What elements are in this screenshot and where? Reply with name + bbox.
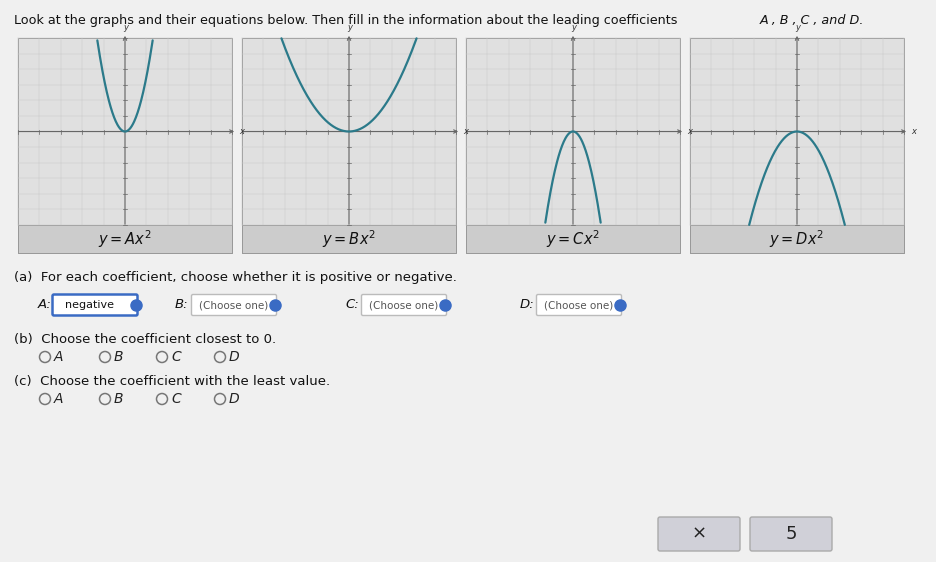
Text: D: D [229, 392, 240, 406]
Text: y: y [796, 23, 800, 32]
Text: $y=Bx^2$: $y=Bx^2$ [322, 228, 376, 250]
Text: (c)  Choose the coefficient with the least value.: (c) Choose the coefficient with the leas… [14, 375, 330, 388]
FancyBboxPatch shape [192, 294, 276, 315]
FancyBboxPatch shape [52, 294, 138, 315]
Text: 5: 5 [785, 525, 797, 543]
Bar [690, 38, 904, 253]
FancyBboxPatch shape [361, 294, 446, 315]
Text: (b)  Choose the coefficient closest to 0.: (b) Choose the coefficient closest to 0. [14, 333, 276, 346]
Text: y: y [347, 23, 353, 32]
Bar [18, 38, 232, 253]
Text: B: B [114, 392, 124, 406]
Bar [18, 225, 232, 253]
FancyBboxPatch shape [536, 294, 622, 315]
Text: x: x [463, 127, 468, 136]
Text: A , B , C , and D.: A , B , C , and D. [760, 14, 864, 27]
Bar [242, 38, 456, 253]
Text: (Choose one): (Choose one) [370, 300, 439, 310]
Text: x: x [687, 127, 692, 136]
Text: C:: C: [345, 298, 358, 311]
Text: B: B [114, 350, 124, 364]
Text: y: y [572, 23, 577, 32]
Bar [242, 225, 456, 253]
Text: y: y [124, 23, 128, 32]
Text: x: x [239, 127, 244, 136]
Text: $y=Dx^2$: $y=Dx^2$ [769, 228, 825, 250]
Text: D: D [229, 350, 240, 364]
Text: B:: B: [175, 298, 189, 311]
FancyBboxPatch shape [658, 517, 740, 551]
Bar [466, 225, 680, 253]
Text: $y=Cx^2$: $y=Cx^2$ [546, 228, 600, 250]
Text: A:: A: [38, 298, 51, 311]
Text: x: x [911, 127, 916, 136]
Text: A: A [54, 392, 64, 406]
Text: C: C [171, 350, 181, 364]
Text: (a)  For each coefficient, choose whether it is positive or negative.: (a) For each coefficient, choose whether… [14, 271, 457, 284]
Bar [466, 38, 680, 253]
Text: (Choose one): (Choose one) [545, 300, 614, 310]
Text: ×: × [692, 525, 707, 543]
Text: (Choose one): (Choose one) [199, 300, 269, 310]
Text: A: A [54, 350, 64, 364]
Text: Look at the graphs and their equations below. Then fill in the information about: Look at the graphs and their equations b… [14, 14, 681, 27]
Text: $y=Ax^2$: $y=Ax^2$ [98, 228, 152, 250]
Text: C: C [171, 392, 181, 406]
Text: D:: D: [520, 298, 534, 311]
Bar [690, 225, 904, 253]
FancyBboxPatch shape [750, 517, 832, 551]
Text: negative: negative [65, 300, 113, 310]
